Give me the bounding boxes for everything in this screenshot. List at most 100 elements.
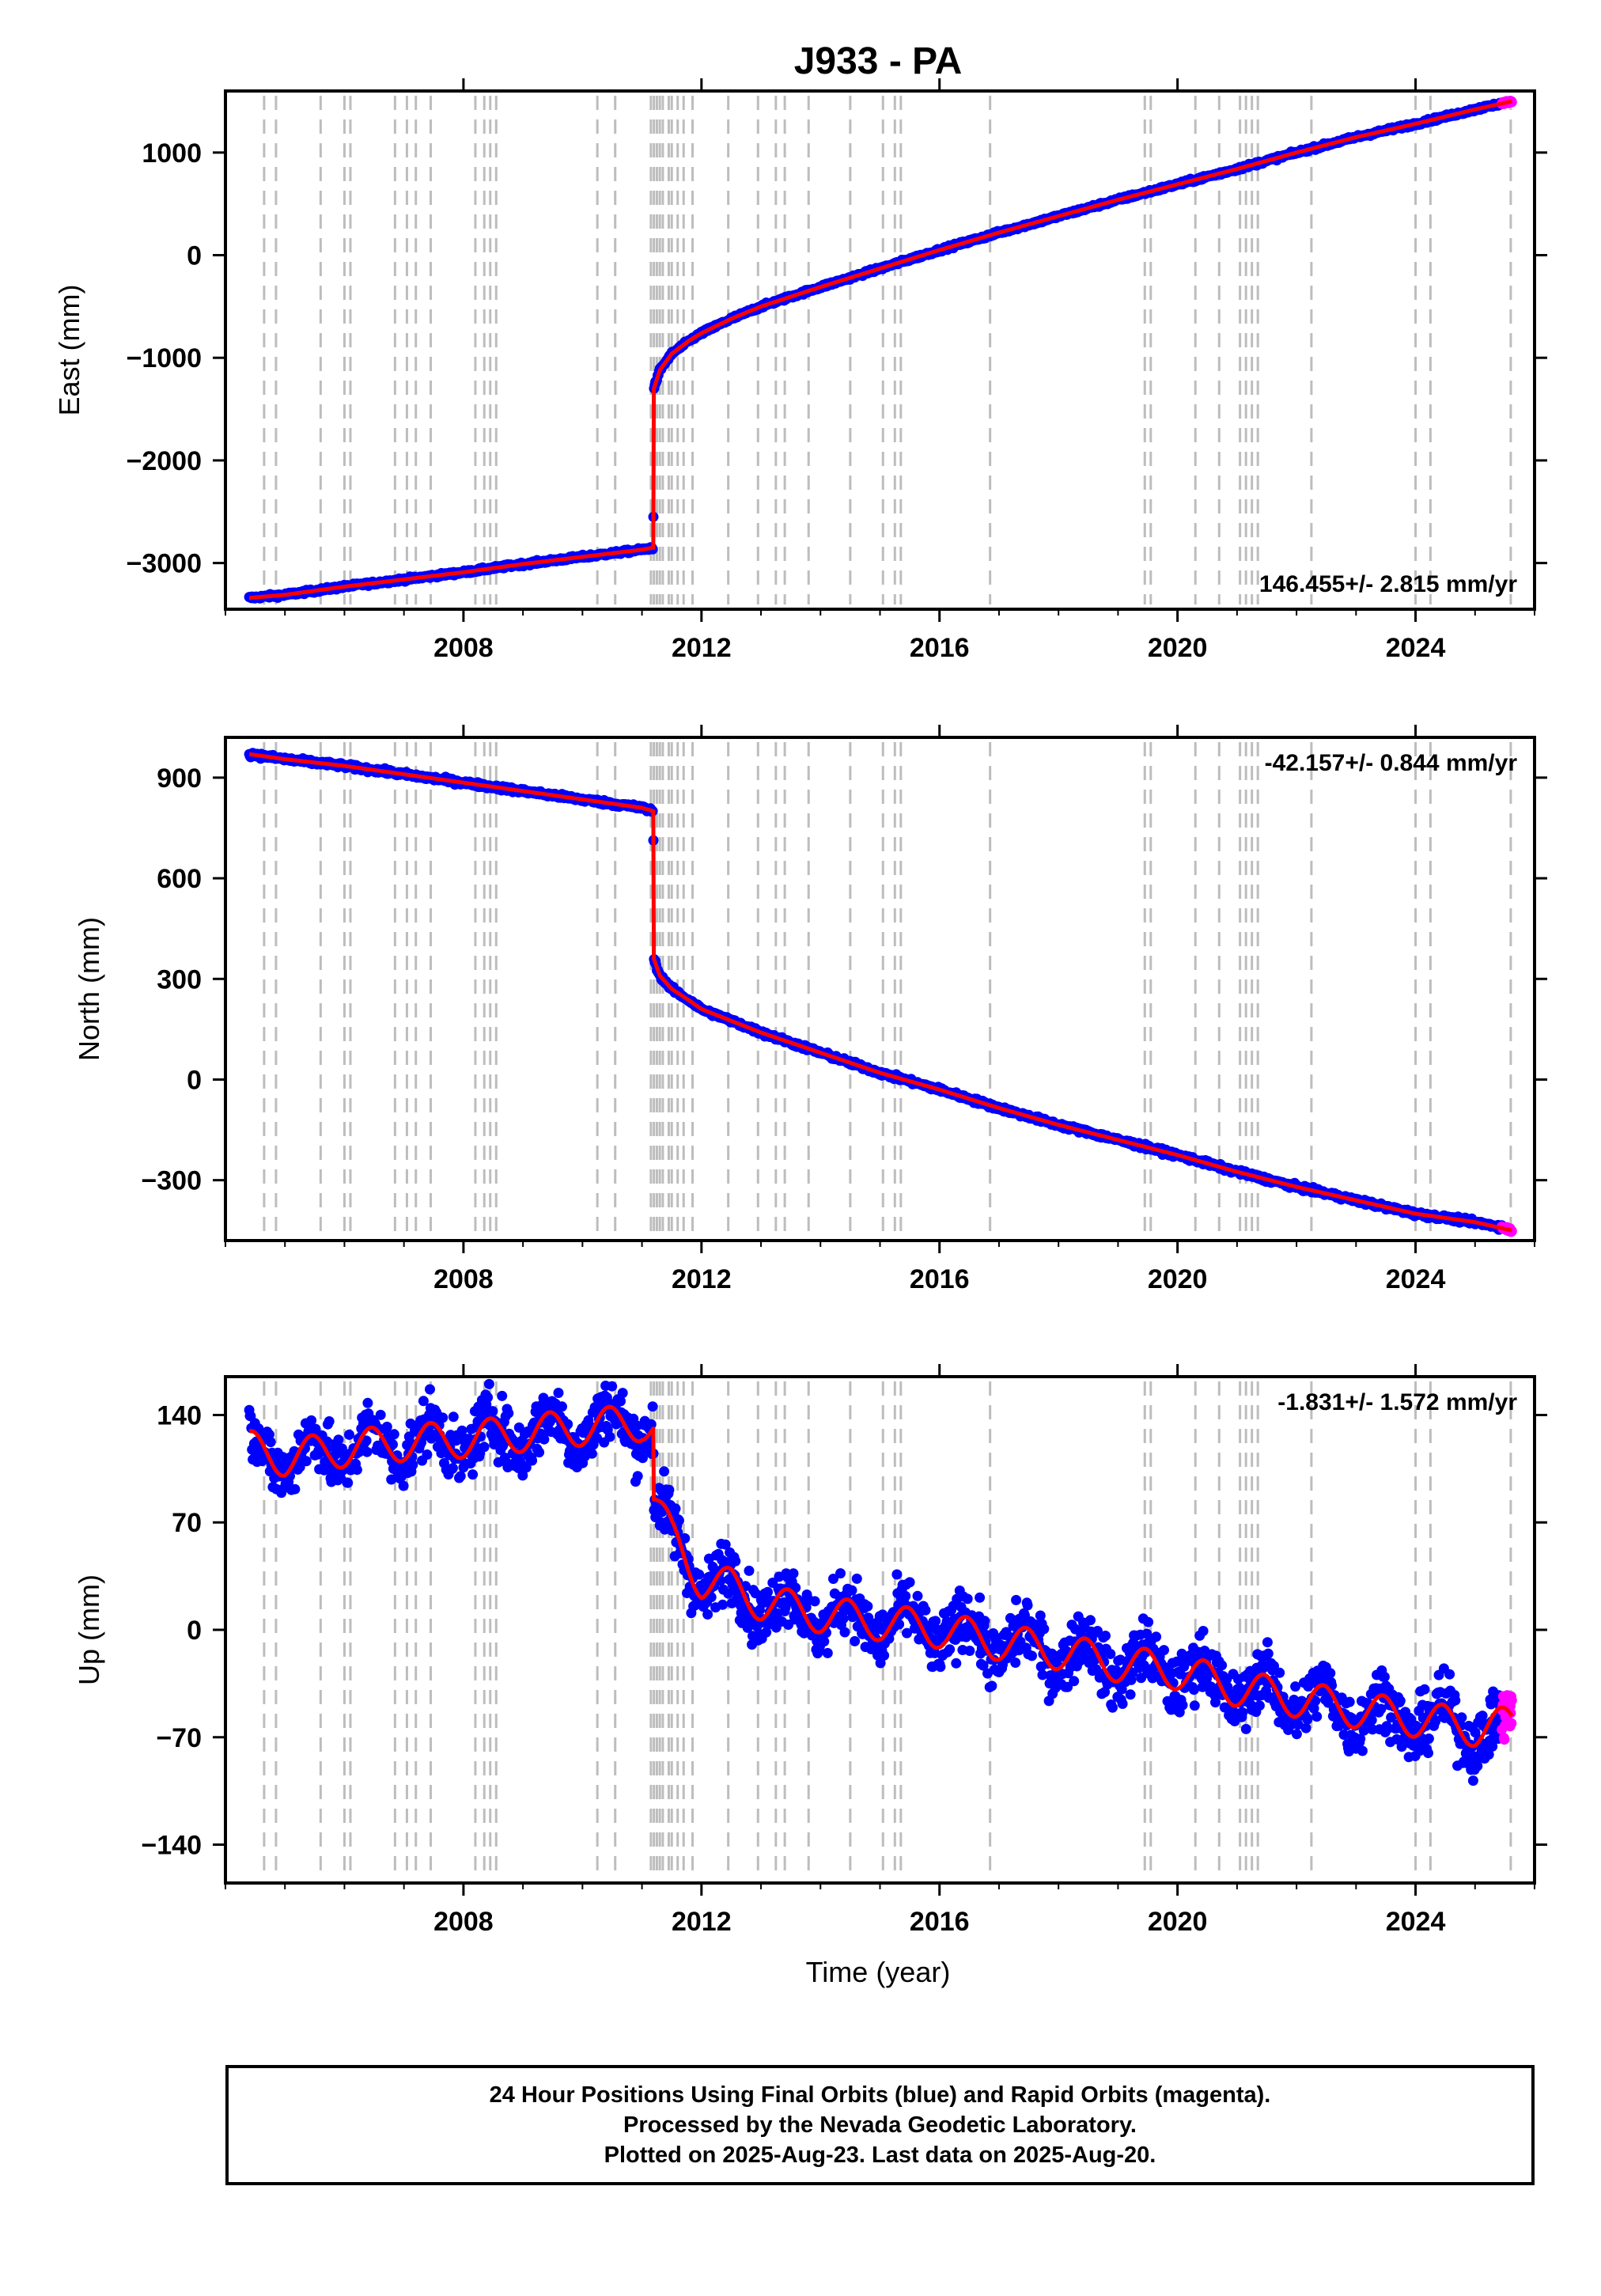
data-point [862,1601,873,1612]
y-tick-label: 0 [187,241,202,271]
data-point [951,1658,962,1669]
data-point [788,1568,799,1579]
y-tick-label: −300 [141,1166,202,1196]
plot-frame [224,89,1536,611]
y-tick-label: 900 [157,763,202,794]
data-point [407,1460,418,1470]
data-point [851,1573,862,1584]
y-tick-label: 300 [157,964,202,995]
data-point [1022,1600,1033,1611]
data-points [244,748,1517,1237]
model-fit-line [248,752,1514,1233]
data-point [448,1411,459,1423]
data-point [557,1401,567,1412]
data-point [1011,1594,1022,1605]
data-point [604,1431,615,1442]
data-point [497,1390,508,1401]
data-point [850,1635,861,1646]
y-tick-label: 0 [187,1065,202,1095]
data-point [632,1471,643,1482]
data-point [962,1593,973,1605]
data-point [891,1569,903,1580]
x-tick-label: 2024 [1386,1264,1446,1294]
data-point [920,1605,931,1616]
data-point [487,1406,498,1417]
x-tick-label: 2020 [1148,633,1208,663]
data-point [835,1568,846,1579]
plot-frame [224,736,1536,1242]
data-point [586,1448,597,1459]
velocity-rate-label: 146.455+/- 2.815 mm/yr [1259,571,1517,597]
y-tick-label: −2000 [127,446,202,476]
data-point [1010,1658,1021,1668]
x-tick-label: 2008 [433,633,494,663]
data-point [670,1503,681,1514]
x-tick-label: 2020 [1148,1264,1208,1294]
data-point [483,1392,494,1403]
velocity-rate-label: -42.157+/- 0.844 mm/yr [1265,750,1518,776]
data-point [900,1590,911,1601]
data-point [362,1397,373,1408]
data-point [659,1466,670,1477]
data-point [290,1483,301,1495]
data-point [447,1463,458,1474]
data-point [819,1636,830,1647]
y-tick-label: −1000 [127,343,202,373]
data-point [1069,1676,1080,1687]
data-point [301,1456,312,1467]
data-point [375,1409,386,1420]
data-point [437,1412,449,1423]
data-point [664,1484,675,1495]
data-point [822,1647,833,1658]
y-tick-label: 600 [157,864,202,894]
data-point [986,1680,997,1692]
data-point [1039,1623,1050,1635]
data-point [647,1401,658,1412]
y-axis-label: North (mm) [73,917,105,1061]
model-fit-line [248,99,1514,601]
data-point [809,1596,820,1607]
data-point [839,1627,850,1638]
data-point [388,1429,399,1440]
y-tick-label: −3000 [127,549,202,579]
data-point [975,1592,986,1603]
data-point [422,1449,433,1460]
panel-east: 2008 2012 2016 2020 202410000−1000−2000−3000… [53,78,1547,663]
data-point [1027,1650,1037,1661]
data-point [879,1650,890,1661]
data-point [638,1453,648,1464]
event-lines [263,742,1512,1236]
data-point [944,1644,956,1655]
data-point [361,1446,373,1457]
data-point [617,1388,628,1399]
data-point [351,1464,362,1476]
y-tick-label: 1000 [142,138,202,169]
event-lines [263,96,1512,604]
data-point [527,1455,538,1466]
data-point [265,1437,276,1448]
data-point [483,1378,494,1389]
data-point [455,1471,466,1482]
x-tick-label: 2024 [1386,633,1446,663]
data-point [344,1429,354,1440]
data-point [534,1447,545,1458]
data-point [333,1434,344,1445]
data-point [717,1599,729,1610]
data-point [607,1381,618,1392]
data-point [763,1586,773,1597]
data-point [912,1590,923,1601]
figure-title: J933 - PA [794,40,963,82]
data-points [244,96,1517,604]
y-axis-label: East (mm) [53,285,85,416]
x-tick-label: 2016 [910,633,970,663]
data-points [244,1378,1517,1786]
data-point [846,1585,857,1596]
data-point [343,1477,354,1488]
x-tick-label: 2012 [672,1264,732,1294]
data-point [904,1577,915,1588]
x-tick-label: 2016 [910,1264,970,1294]
x-tick-label: 2008 [433,1264,494,1294]
data-point [479,1442,490,1453]
